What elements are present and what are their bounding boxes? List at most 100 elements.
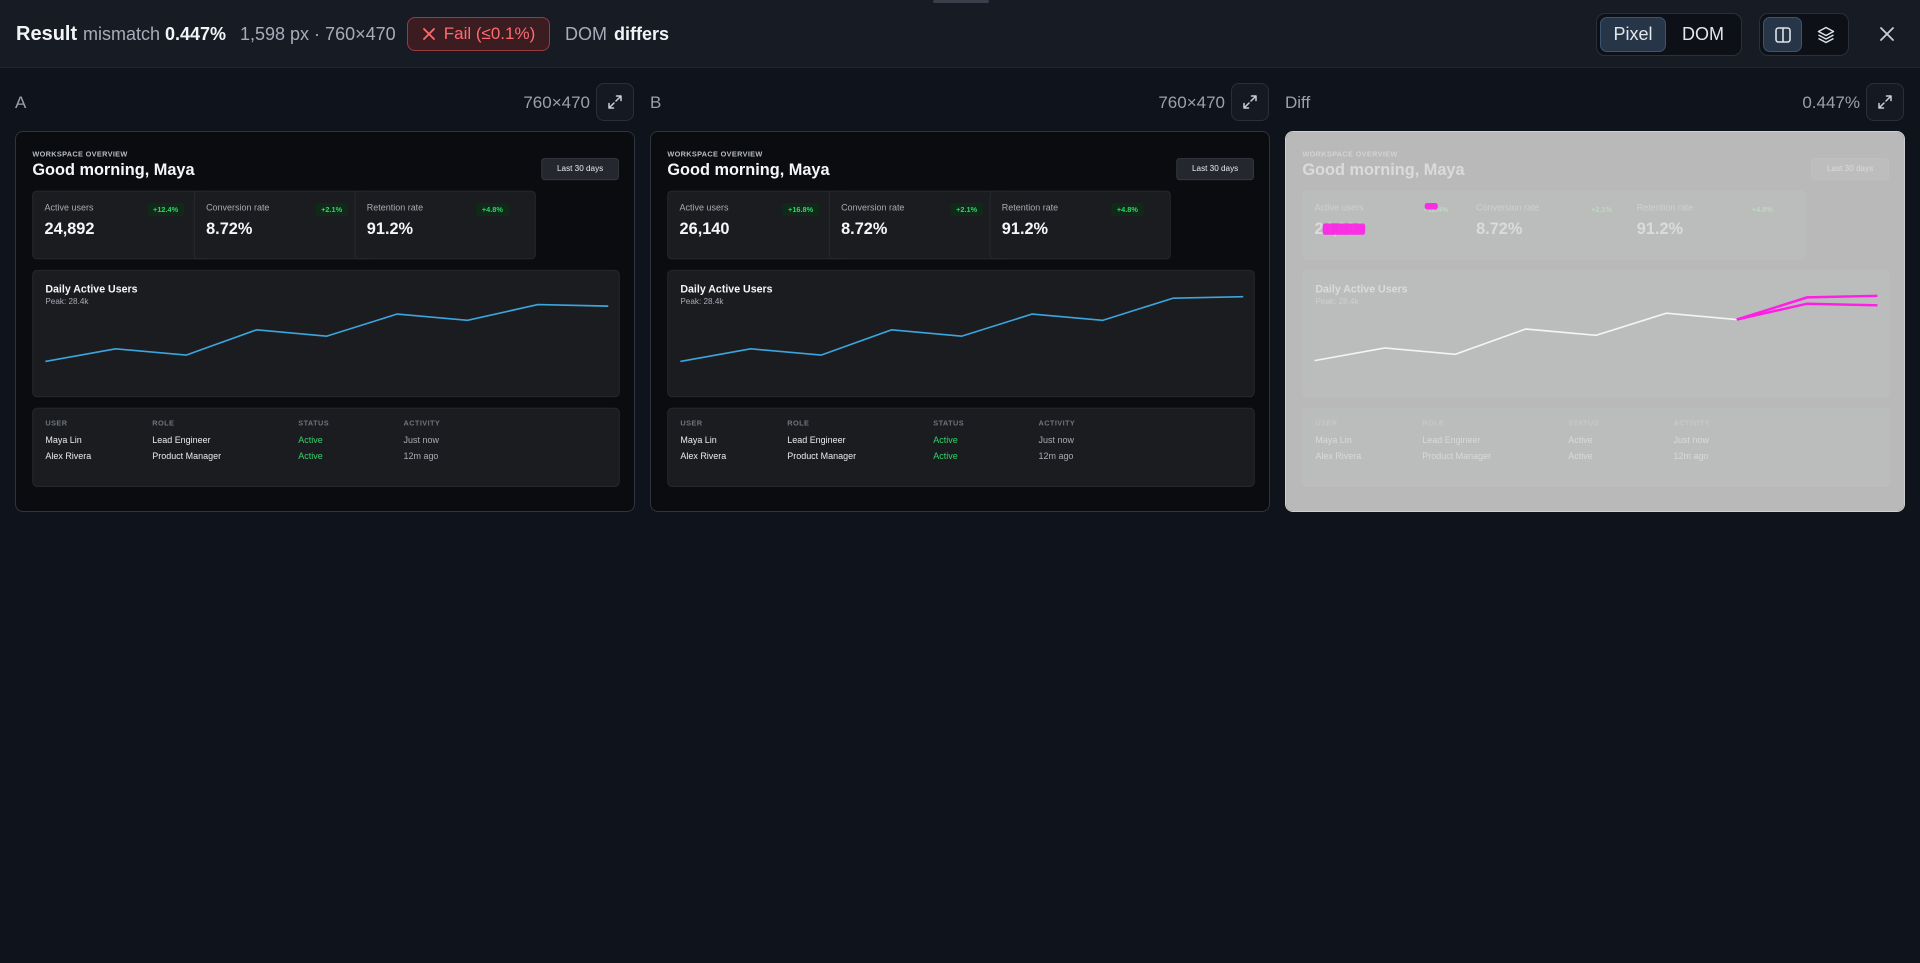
pane-b-label: B: [650, 93, 662, 112]
kpi-value: 91.2%: [1636, 220, 1684, 239]
table-cell-role: Product Manager: [787, 451, 857, 462]
column-header: STATUS: [1568, 419, 1599, 428]
users-table: USER ROLE STATUS ACTIVITY Maya Lin Lead …: [667, 407, 1255, 487]
table-cell-role: Lead Engineer: [1422, 435, 1481, 446]
dau-line-chart: [45, 303, 609, 363]
drag-handle[interactable]: [933, 0, 989, 3]
kpi-label: Active users: [44, 202, 94, 213]
dau-series-line: [45, 303, 609, 363]
dau-chart-card: Daily Active Users Peak: 28.4k: [1302, 269, 1890, 398]
table-cell-user: Alex Rivera: [1315, 451, 1362, 462]
dashboard-kicker: WORKSPACE OVERVIEW: [1302, 149, 1398, 159]
dau-chart-card: Daily Active Users Peak: 28.4k: [32, 269, 620, 398]
kpi-label: Conversion rate: [1476, 202, 1540, 213]
fail-badge-label: Fail (≤0.1%): [443, 24, 536, 43]
dashboard-greeting: Good morning, Maya: [667, 161, 830, 180]
kpi-label: Conversion rate: [841, 202, 905, 213]
kpi-delta-badge: +4.8%: [1746, 202, 1779, 217]
date-range-button[interactable]: Last 30 days: [1176, 158, 1254, 181]
pane-b-screenshot: WORKSPACE OVERVIEW Good morning, Maya La…: [650, 131, 1270, 512]
dashboard-greeting: Good morning, Maya: [1302, 161, 1465, 180]
kpi-value: 91.2%: [1001, 220, 1049, 239]
table-cell-status: Active: [1568, 451, 1593, 462]
close-button[interactable]: [1872, 19, 1902, 49]
kpi-value: 91.2%: [366, 220, 414, 239]
mismatch-label: mismatch: [83, 24, 161, 44]
kpi-label: Retention rate: [1636, 202, 1694, 213]
table-cell-status: Active: [1568, 435, 1593, 446]
split-view-button[interactable]: [1763, 17, 1802, 52]
dau-chart-card: Daily Active Users Peak: 28.4k: [667, 269, 1255, 398]
column-header: ROLE: [1422, 419, 1445, 428]
mismatch-value: 0.447%: [165, 24, 227, 44]
fail-status-badge: Fail (≤0.1%): [407, 17, 550, 51]
pane-diff-mismatch: 0.447%: [1802, 93, 1860, 112]
chart-title: Daily Active Users: [680, 282, 773, 296]
overlay-view-button[interactable]: [1806, 17, 1845, 52]
table-cell-user: Alex Rivera: [680, 451, 727, 462]
column-header: USER: [680, 419, 703, 428]
table-cell-user: Maya Lin: [1315, 435, 1352, 446]
kpi-delta-badge: +4.8%: [1111, 202, 1144, 217]
kpi-label: Retention rate: [1001, 202, 1059, 213]
kpi-card-conversion-rate: Conversion rate +2.1% 8.72%: [1463, 190, 1645, 260]
pane-a-expand-button[interactable]: [596, 83, 634, 121]
dashboard-kicker: WORKSPACE OVERVIEW: [32, 149, 128, 159]
split-view-icon: [1774, 26, 1791, 43]
expand-icon: [1243, 95, 1257, 109]
kpi-card-retention-rate: Retention rate +4.8% 91.2%: [1624, 190, 1806, 260]
kpi-card-retention-rate: Retention rate +4.8% 91.2%: [989, 190, 1171, 260]
kpi-delta-badge: +2.1%: [1585, 202, 1618, 217]
kpi-card-active-users: Active users +16.8% 26,140: [667, 190, 849, 260]
table-cell-role: Lead Engineer: [787, 435, 846, 446]
kpi-delta-badge: +4.8%: [476, 202, 509, 217]
table-cell-status: Active: [298, 435, 323, 446]
view-mode-toggle: Pixel DOM: [1596, 13, 1742, 56]
table-cell-activity: Just now: [1673, 435, 1709, 446]
pane-a-screenshot: WORKSPACE OVERVIEW Good morning, Maya La…: [15, 131, 635, 512]
dom-mode-button[interactable]: DOM: [1682, 24, 1725, 44]
expand-icon: [1878, 95, 1892, 109]
dashboard-kicker: WORKSPACE OVERVIEW: [667, 149, 763, 159]
column-header: ACTIVITY: [1673, 419, 1711, 428]
kpi-value: 26,140: [679, 220, 730, 239]
kpi-value: 8.72%: [841, 220, 888, 239]
dau-line-chart: [680, 295, 1244, 363]
kpi-card-retention-rate: Retention rate +4.8% 91.2%: [354, 190, 536, 260]
pixel-mode-button[interactable]: Pixel: [1600, 17, 1667, 52]
kpi-card-conversion-rate: Conversion rate +2.1% 8.72%: [193, 190, 375, 260]
kpi-card-conversion-rate: Conversion rate +2.1% 8.72%: [828, 190, 1010, 260]
table-cell-role: Lead Engineer: [152, 435, 211, 446]
kpi-value: 8.72%: [206, 220, 253, 239]
diff-highlight: [1424, 202, 1438, 210]
pane-a-label: A: [15, 93, 27, 112]
chart-subtitle: Peak: 28.4k: [1315, 297, 1359, 307]
date-range-button: Last 30 days: [1811, 158, 1889, 181]
kpi-delta-badge: +2.1%: [315, 202, 348, 217]
table-cell-activity: 12m ago: [1673, 451, 1709, 462]
users-table: USER ROLE STATUS ACTIVITY Maya Lin Lead …: [1302, 407, 1890, 487]
table-cell-user: Alex Rivera: [45, 451, 92, 462]
date-range-button[interactable]: Last 30 days: [541, 158, 619, 181]
dau-series-line: [680, 295, 1244, 363]
table-cell-user: Maya Lin: [45, 435, 82, 446]
dom-status: differs: [614, 24, 670, 44]
pane-diff-label: Diff: [1285, 93, 1311, 112]
kpi-label: Retention rate: [366, 202, 424, 213]
kpi-delta-badge: +16.8%: [782, 202, 819, 217]
pane-b-expand-button[interactable]: [1231, 83, 1269, 121]
chart-subtitle: Peak: 28.4k: [680, 297, 724, 307]
table-cell-status: Active: [933, 451, 958, 462]
kpi-delta-badge: +2.1%: [950, 202, 983, 217]
column-header: ROLE: [787, 419, 810, 428]
dom-label: DOM: [565, 24, 607, 44]
table-cell-role: Product Manager: [152, 451, 222, 462]
table-cell-activity: 12m ago: [1038, 451, 1074, 462]
kpi-delta-badge: +12.4%: [147, 202, 184, 217]
kpi-label: Active users: [1314, 202, 1364, 213]
kpi-label: Conversion rate: [206, 202, 270, 213]
table-cell-activity: Just now: [403, 435, 439, 446]
chart-title: Daily Active Users: [1315, 282, 1408, 296]
pane-diff-expand-button[interactable]: [1866, 83, 1904, 121]
pixel-info: 1,598 px · 760×470: [240, 24, 396, 44]
